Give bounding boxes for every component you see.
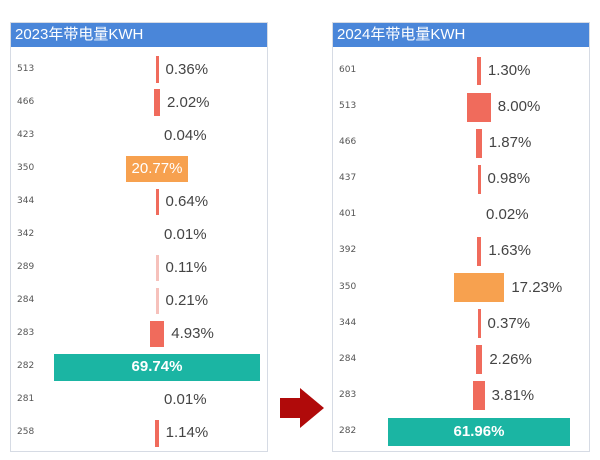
bar-row: 281 0.01% [11, 384, 267, 417]
bar-row: 350 20.77% [11, 152, 267, 185]
data-label: 1.63% [488, 242, 531, 260]
bar [477, 164, 481, 194]
category-label: 282 [17, 361, 35, 372]
category-label: 289 [17, 262, 35, 273]
category-label: 344 [339, 317, 357, 328]
bar-row: 437 0.98% [333, 161, 589, 197]
data-label: 0.98% [487, 170, 531, 188]
bar-row: 282 61.96% [333, 414, 589, 450]
data-label: 0.01% [164, 391, 207, 409]
data-label: 0.04% [164, 126, 207, 144]
right-arrow-icon [280, 388, 324, 428]
category-label: 423 [17, 129, 35, 140]
plot-area-2023: 513 0.36% 466 2.02% 423 0.04% 350 20.77% 344 0.64… [11, 53, 267, 450]
bar [155, 287, 159, 315]
bar [467, 92, 491, 122]
bar [477, 309, 481, 339]
category-label: 437 [339, 173, 357, 184]
category-label: 283 [339, 389, 357, 400]
bar-row: 284 0.21% [11, 285, 267, 318]
bar [155, 420, 159, 447]
bar [476, 128, 482, 158]
bar-row: 423 0.04% [11, 119, 267, 152]
bar-row: 466 1.87% [333, 125, 589, 161]
bar-row: 392 1.63% [333, 233, 589, 269]
data-label: 3.81% [491, 386, 535, 404]
category-label: 401 [339, 209, 357, 220]
data-label: 17.23% [511, 278, 563, 296]
bar-row: 283 4.93% [11, 318, 267, 351]
category-label: 513 [339, 101, 357, 112]
data-label: 8.00% [497, 98, 541, 116]
category-label: 350 [17, 162, 35, 173]
category-label: 258 [17, 427, 35, 438]
category-label: 466 [339, 137, 357, 148]
chart-panel-2024: 2024年带电量KWH 601 1.30% 513 8.00% 466 1.87% 437 0… [332, 22, 590, 452]
data-label: 61.96% [453, 422, 505, 440]
bar [154, 89, 160, 116]
data-label: 1.87% [488, 134, 532, 152]
chart-title-2024: 2024年带电量KWH [333, 23, 589, 47]
chart-panel-2023: 2023年带电量KWH 513 0.36% 466 2.02% 423 0.04% 350 2… [10, 22, 268, 452]
plot-area-2024: 601 1.30% 513 8.00% 466 1.87% 437 0.98% 401 0.02%… [333, 53, 589, 450]
data-label: 69.74% [131, 358, 183, 376]
category-label: 350 [339, 281, 357, 292]
bar [126, 155, 188, 182]
bar [155, 254, 159, 282]
bar [149, 320, 165, 348]
bar-row: 350 17.23% [333, 270, 589, 306]
bar [453, 273, 505, 302]
data-label: 1.30% [487, 62, 531, 80]
bar [473, 381, 485, 411]
bar-row: 601 1.30% [333, 53, 589, 89]
bar [155, 188, 159, 216]
data-label: 2.26% [489, 350, 532, 368]
bar-row: 513 0.36% [11, 53, 267, 86]
category-label: 283 [17, 328, 35, 339]
bar-row: 513 8.00% [333, 89, 589, 125]
bar-row: 344 0.37% [333, 306, 589, 342]
data-label: 0.36% [165, 60, 209, 78]
category-label: 284 [17, 295, 35, 306]
bar-row: 258 1.14% [11, 417, 267, 450]
data-label: 0.11% [165, 259, 207, 277]
data-label: 0.37% [487, 314, 531, 332]
category-label: 392 [339, 245, 357, 256]
category-label: 342 [17, 228, 35, 239]
data-label: 1.14% [165, 424, 209, 442]
data-label: 0.02% [486, 206, 529, 224]
bar-row: 401 0.02% [333, 197, 589, 233]
bar [155, 56, 159, 83]
data-label: 0.01% [164, 225, 207, 243]
bar [475, 345, 483, 375]
bar-row: 289 0.11% [11, 252, 267, 285]
bar [477, 56, 481, 86]
bar-row: 283 3.81% [333, 378, 589, 414]
category-label: 513 [17, 63, 35, 74]
category-label: 284 [339, 353, 357, 364]
category-label: 282 [339, 425, 357, 436]
category-label: 281 [17, 394, 35, 405]
data-label: 2.02% [166, 93, 210, 111]
data-label: 0.64% [165, 192, 209, 210]
data-label: 20.77% [131, 159, 183, 177]
category-label: 466 [17, 96, 35, 107]
bar [387, 417, 571, 447]
chart-title-2023: 2023年带电量KWH [11, 23, 267, 47]
bar-row: 344 0.64% [11, 185, 267, 218]
category-label: 344 [17, 195, 35, 206]
bar-row: 466 2.02% [11, 86, 267, 119]
bar-row: 282 69.74% [11, 351, 267, 384]
bar [54, 354, 260, 381]
category-label: 601 [339, 65, 357, 76]
bar [476, 237, 482, 266]
data-label: 0.21% [165, 292, 209, 310]
data-label: 4.93% [171, 325, 214, 343]
bar-row: 342 0.01% [11, 218, 267, 251]
bar-row: 284 2.26% [333, 342, 589, 378]
